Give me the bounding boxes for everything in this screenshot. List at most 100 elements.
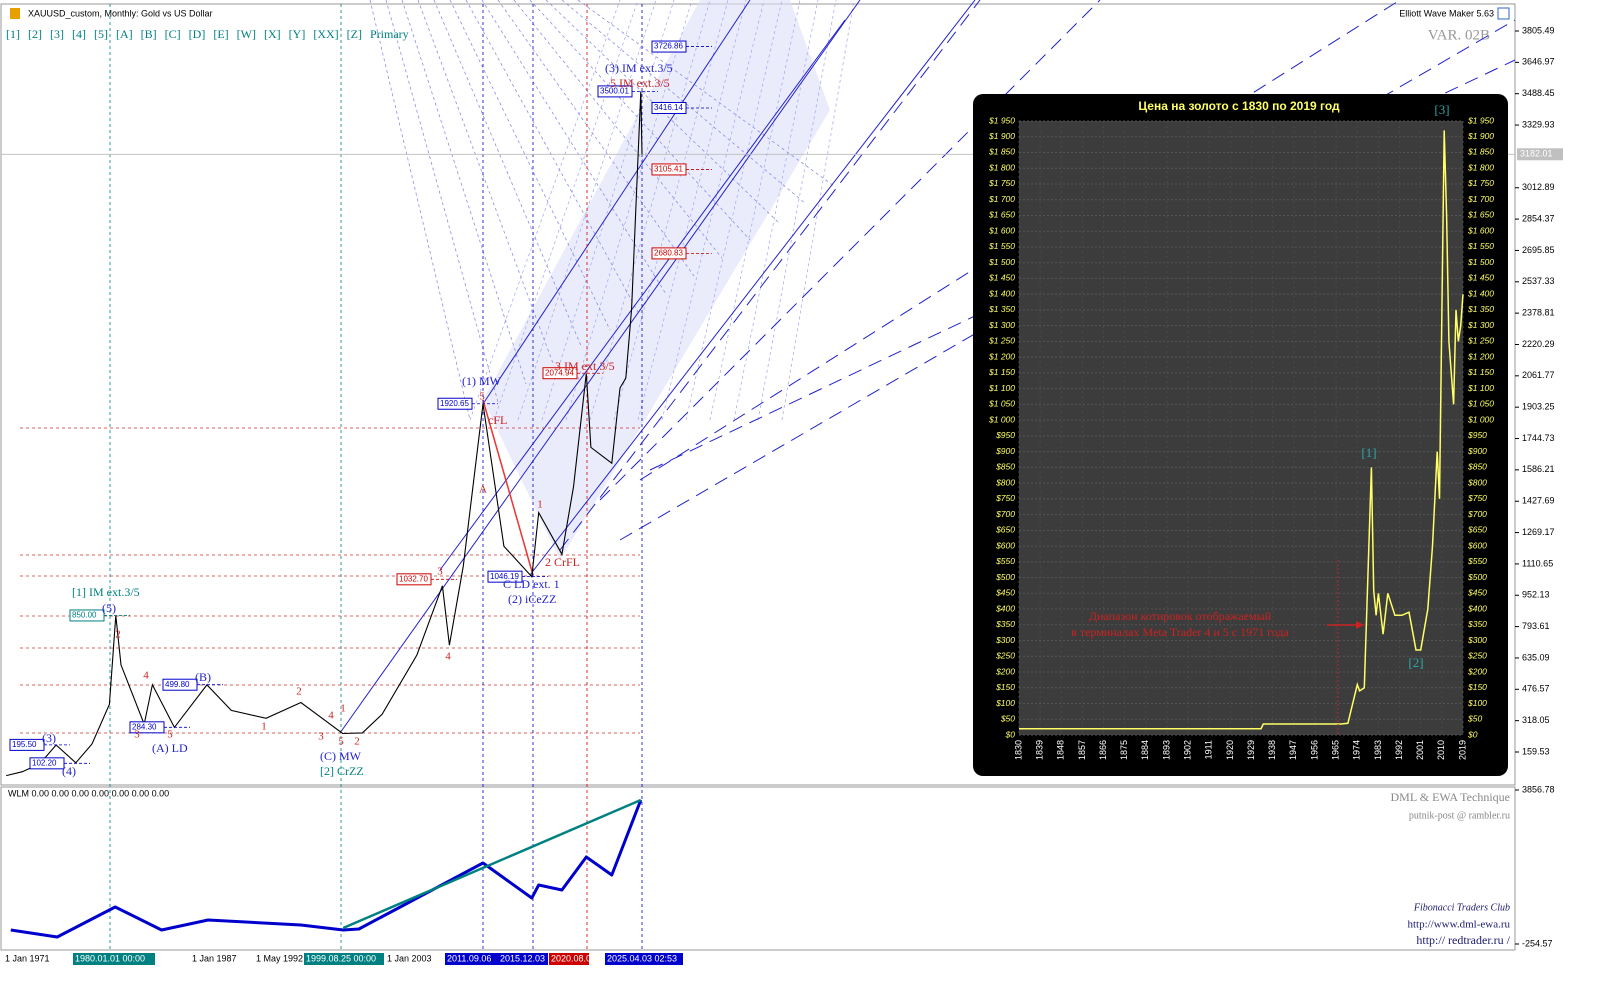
wave-button[interactable]: [Z]: [346, 27, 362, 41]
y-tick-label: 159.53: [1522, 746, 1550, 756]
wave-label: (2) iCeZZ: [508, 592, 556, 606]
price-box-label: 1920.65: [440, 399, 469, 408]
inset-y-label: $1 150: [988, 367, 1015, 377]
fib-fan-line: [513, 0, 723, 259]
inset-y-label-right: $250: [1467, 651, 1487, 661]
inset-wave-label: [3]: [1434, 102, 1449, 117]
wave-button[interactable]: [X]: [264, 27, 281, 41]
y-tick-label: 3488.45: [1522, 88, 1555, 98]
y-tick-label: 1903.25: [1522, 402, 1555, 412]
wave-label: (5): [102, 601, 116, 615]
fib-fan-line: [637, 0, 747, 421]
wave-button[interactable]: Primary: [370, 27, 409, 41]
inset-x-label: 1956: [1309, 740, 1319, 760]
wave-button[interactable]: [4]: [72, 27, 86, 41]
wave-label: (3): [42, 731, 56, 745]
wave-label: (C) MW: [320, 749, 362, 763]
credit-text: DML & EWA Technique: [1391, 790, 1510, 804]
inset-y-label-right: $700: [1467, 509, 1487, 519]
y-tick-label: 1586.21: [1522, 464, 1555, 474]
inset-y-label: $1 050: [988, 399, 1015, 409]
fib-fan-line: [561, 0, 807, 205]
price-box-label: 3500.01: [600, 87, 629, 96]
fib-fan-line: [417, 0, 555, 367]
current-price-box: [1517, 148, 1563, 161]
fib-fan-line: [401, 0, 527, 385]
inset-y-label-right: $1 550: [1467, 241, 1494, 251]
inset-chart: Цена на золото с 1830 по 2019 год $0 $0 $50…: [973, 94, 1508, 776]
y-tick-label: 2695.85: [1522, 245, 1555, 255]
y-tick-label: 1427.69: [1522, 496, 1555, 506]
inset-x-label: 1992: [1394, 740, 1404, 760]
inset-y-label-right: $1 350: [1467, 304, 1494, 314]
inset-y-label-right: $1 500: [1467, 257, 1494, 267]
inset-y-label-right: $50: [1467, 714, 1482, 724]
price-box-label: 1046.19: [490, 572, 519, 581]
wave-button[interactable]: [D]: [188, 27, 206, 41]
inset-x-label: 2019: [1457, 740, 1467, 760]
y-tick-label: 3329.93: [1522, 119, 1555, 129]
wave-label: [1] IM ext.3/5: [72, 585, 140, 599]
fib-fan-line: [733, 0, 819, 421]
inset-y-label: $1 650: [988, 210, 1015, 220]
indicator-pane: [0, 786, 1516, 951]
inset-x-label: 1875: [1119, 740, 1129, 760]
inset-y-label-right: $1 000: [1467, 414, 1494, 424]
y-tick-label: 3012.89: [1522, 182, 1555, 192]
inset-y-label: $1 550: [988, 241, 1015, 251]
price-box-label: 3105.41: [654, 165, 683, 174]
wave-count: 3: [134, 729, 140, 741]
wave-button[interactable]: [B]: [140, 27, 157, 41]
date-marker-box: [445, 953, 501, 965]
wave-count: 1: [537, 499, 543, 511]
inset-y-label: $1 800: [988, 162, 1015, 172]
wave-button[interactable]: [3]: [50, 27, 64, 41]
inset-y-label-right: $1 950: [1467, 115, 1494, 125]
fib-fan-line: [465, 0, 639, 313]
inset-y-label-right: $1 800: [1467, 162, 1494, 172]
inset-y-label: $1 600: [988, 225, 1015, 235]
inset-x-label: 1884: [1140, 740, 1150, 760]
inset-x-label: 1929: [1246, 740, 1256, 760]
inset-y-label: $50: [1000, 714, 1015, 724]
inset-arrowhead: [1356, 621, 1364, 629]
wave-button[interactable]: [W]: [236, 27, 256, 41]
inset-y-label: $1 850: [988, 147, 1015, 157]
inset-y-label-right: $1 650: [1467, 210, 1494, 220]
inset-y-label-right: $1 250: [1467, 336, 1494, 346]
wave-button[interactable]: [Y]: [288, 27, 306, 41]
inset-y-label-right: $1 200: [1467, 351, 1494, 361]
fib-fan-line: [757, 0, 837, 421]
wave-label: (1) MW: [462, 374, 502, 388]
current-price-label: 3182.01: [1520, 149, 1553, 159]
inset-y-label-right: $350: [1467, 619, 1487, 629]
wave-button[interactable]: [1]: [6, 27, 20, 41]
ewm-icon[interactable]: [1497, 7, 1510, 20]
inset-y-label-right: $650: [1467, 525, 1487, 535]
inset-y-label: $1 350: [988, 304, 1015, 314]
date-marker-label: 2020.08.07: [551, 953, 596, 963]
date-marker-label: 1999.08.25 00:00: [306, 953, 376, 963]
wave-count: 5: [479, 391, 485, 403]
wave-button[interactable]: [C]: [164, 27, 181, 41]
wave-button[interactable]: [2]: [28, 27, 42, 41]
wave-button[interactable]: [5]: [94, 27, 108, 41]
inset-y-label: $0: [1005, 729, 1016, 739]
inset-x-label: 1911: [1204, 740, 1214, 759]
wave-count: 3: [437, 566, 443, 578]
date-marker-box: [73, 953, 155, 965]
inset-y-label-right: $1 600: [1467, 225, 1494, 235]
price-box-label: 2680.83: [654, 249, 683, 258]
wave-button[interactable]: [E]: [213, 27, 229, 41]
channel-fill: [483, 0, 830, 560]
wave-button[interactable]: [A]: [116, 27, 133, 41]
price-box: [651, 40, 687, 53]
date-marker-box: [498, 953, 548, 965]
inset-note: в терминалах Meta Trader 4 и 5 с 1971 го…: [1071, 625, 1289, 639]
y-tick-label: 635.09: [1522, 652, 1550, 662]
inset-y-label: $1 000: [988, 414, 1015, 424]
ind-y-label: 3856.78: [1522, 784, 1555, 794]
price-box-label: 2074.94: [545, 368, 574, 377]
wave-button[interactable]: [XX]: [313, 27, 339, 41]
